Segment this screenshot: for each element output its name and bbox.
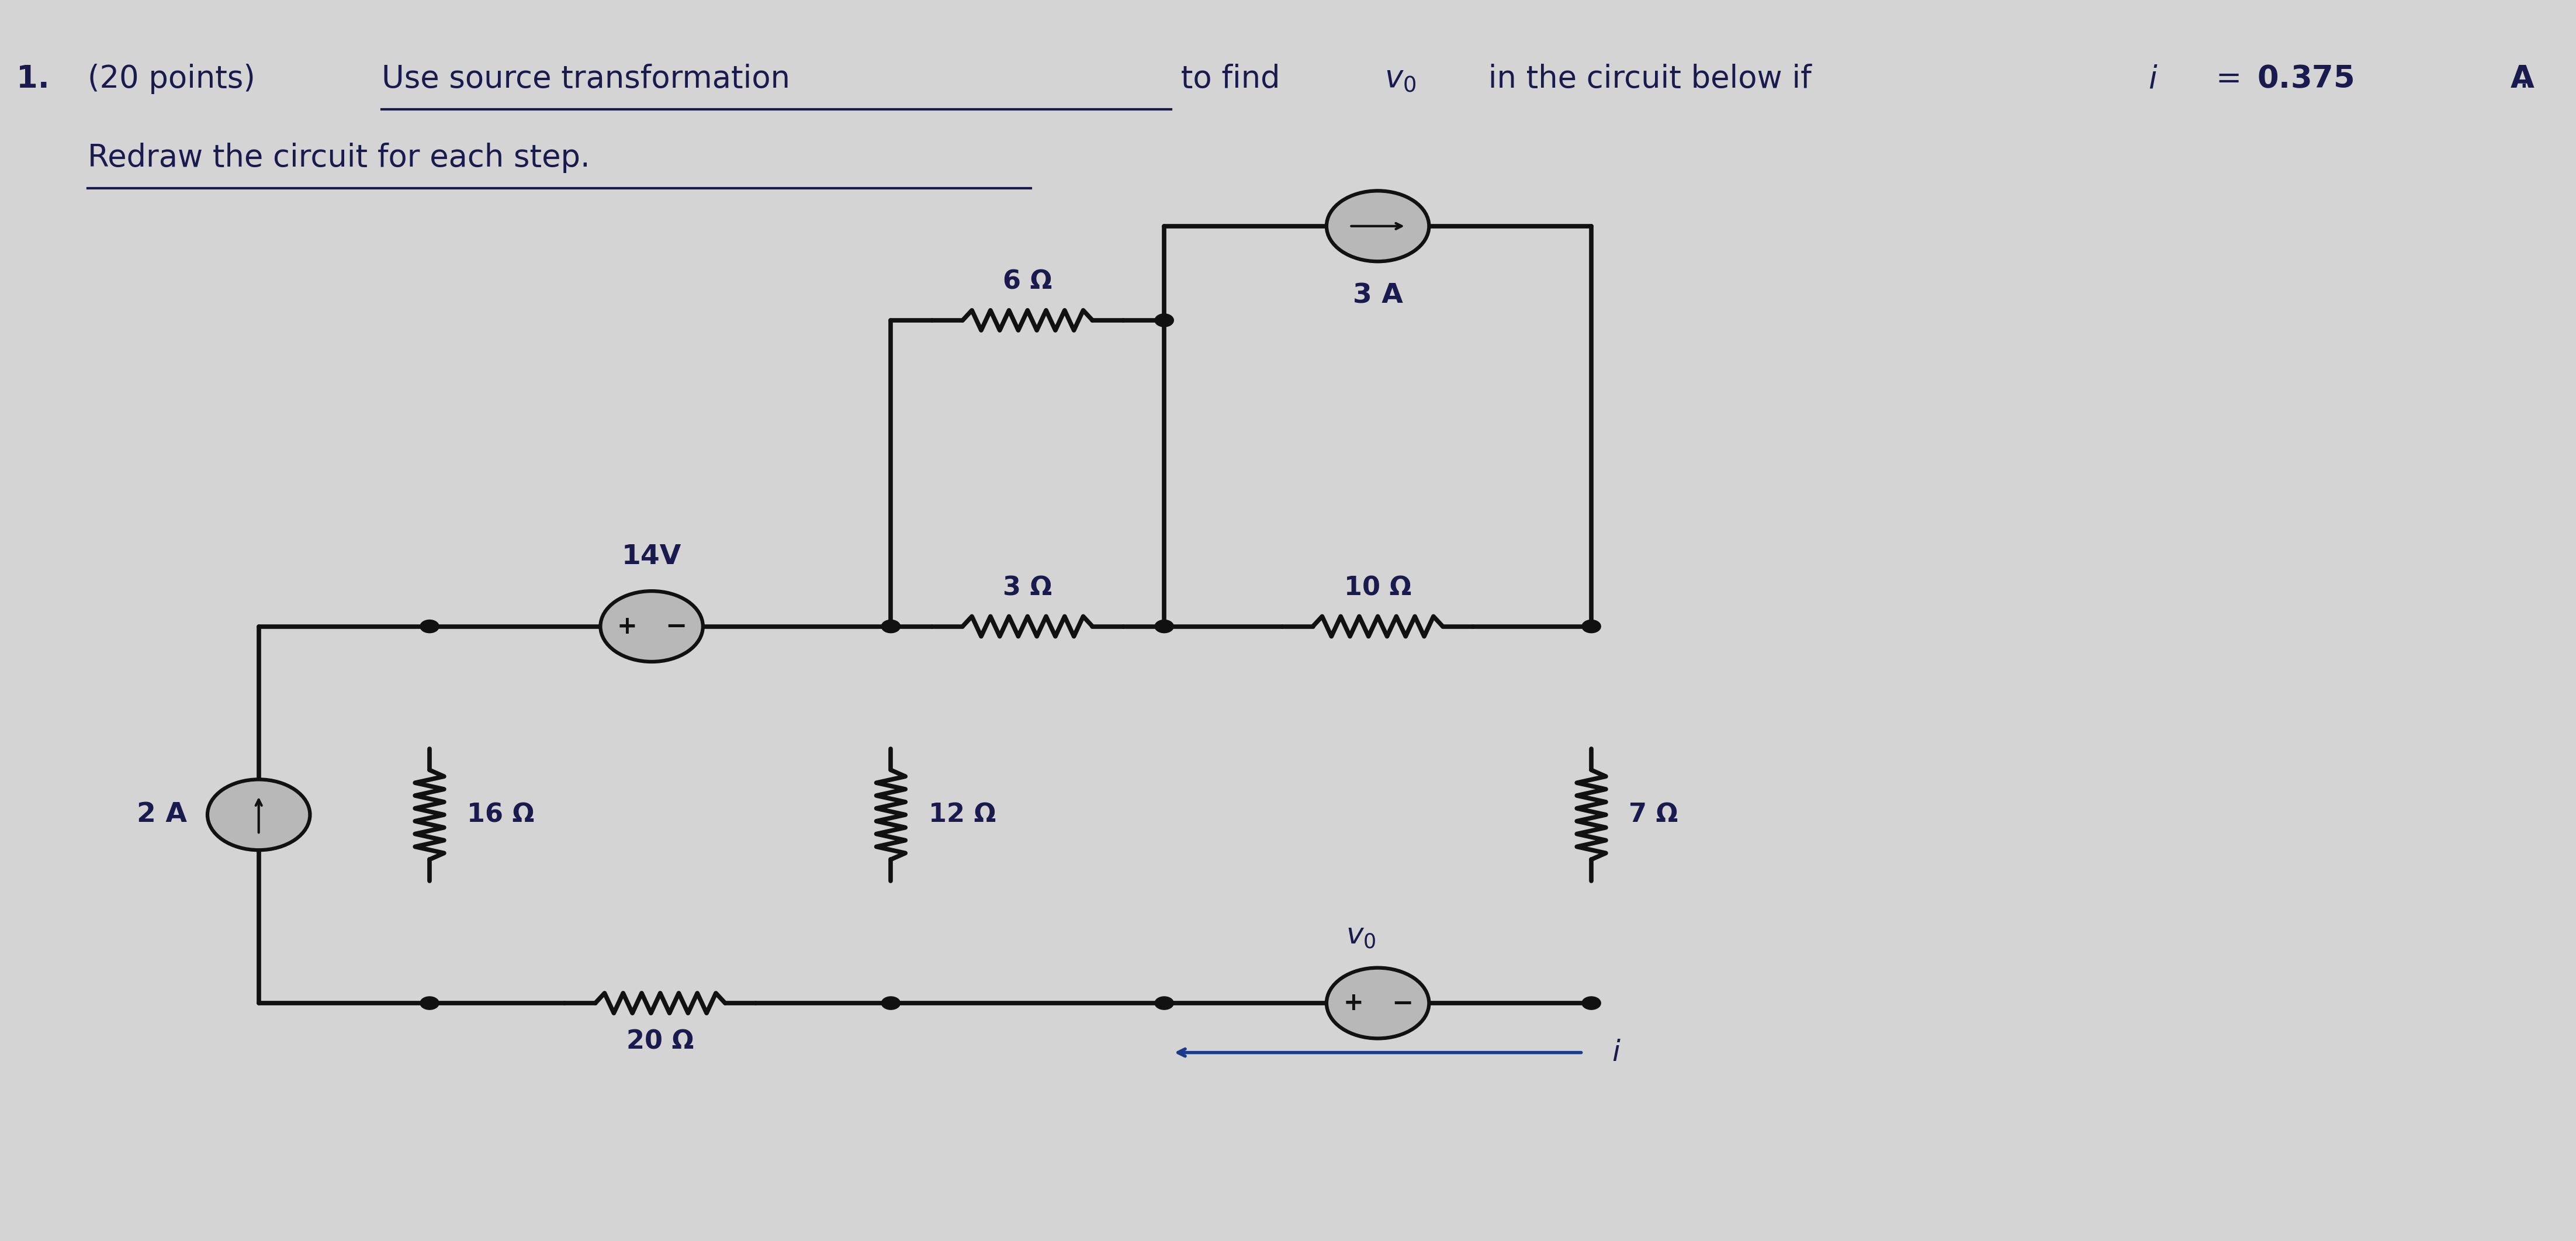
Circle shape bbox=[600, 591, 703, 661]
Circle shape bbox=[1154, 997, 1175, 1010]
Text: .: . bbox=[2519, 63, 2530, 94]
Text: to find: to find bbox=[1172, 63, 1291, 94]
Text: 20 Ω: 20 Ω bbox=[626, 1029, 693, 1054]
Text: 16 Ω: 16 Ω bbox=[466, 802, 536, 828]
Circle shape bbox=[1582, 997, 1600, 1010]
Text: −: − bbox=[1391, 990, 1414, 1015]
Circle shape bbox=[1154, 620, 1175, 633]
Text: 10 Ω: 10 Ω bbox=[1345, 576, 1412, 601]
Circle shape bbox=[420, 997, 438, 1010]
Text: 2 A: 2 A bbox=[137, 802, 188, 828]
Text: 14V: 14V bbox=[621, 544, 683, 570]
Circle shape bbox=[209, 779, 309, 850]
Circle shape bbox=[1327, 968, 1430, 1039]
Text: in the circuit below if: in the circuit below if bbox=[1479, 63, 1821, 94]
Text: +: + bbox=[1342, 990, 1363, 1015]
Text: 7 Ω: 7 Ω bbox=[1628, 802, 1677, 828]
Text: +: + bbox=[616, 614, 636, 639]
Text: −: − bbox=[665, 614, 688, 639]
Circle shape bbox=[1327, 191, 1430, 262]
Circle shape bbox=[881, 997, 899, 1010]
Text: 3 Ω: 3 Ω bbox=[1002, 576, 1051, 601]
Text: 3 A: 3 A bbox=[1352, 283, 1404, 309]
Text: Use source transformation: Use source transformation bbox=[381, 63, 791, 94]
Circle shape bbox=[1154, 314, 1175, 326]
Text: A: A bbox=[2512, 63, 2535, 94]
Text: $=$ $\bf{0.375}$: $=$ $\bf{0.375}$ bbox=[2200, 63, 2354, 94]
Text: $i$: $i$ bbox=[1613, 1039, 1620, 1066]
Text: 1.: 1. bbox=[15, 63, 49, 94]
Text: 6 Ω: 6 Ω bbox=[1002, 269, 1051, 294]
Text: 12 Ω: 12 Ω bbox=[927, 802, 997, 828]
Text: $i$: $i$ bbox=[2148, 63, 2159, 94]
Text: Redraw the circuit for each step.: Redraw the circuit for each step. bbox=[88, 143, 590, 172]
Text: $v_0$: $v_0$ bbox=[1345, 922, 1376, 951]
Circle shape bbox=[881, 620, 899, 633]
Circle shape bbox=[1582, 620, 1600, 633]
Circle shape bbox=[420, 620, 438, 633]
Text: $v_0$: $v_0$ bbox=[1386, 63, 1417, 94]
Text: (20 points): (20 points) bbox=[88, 63, 255, 94]
